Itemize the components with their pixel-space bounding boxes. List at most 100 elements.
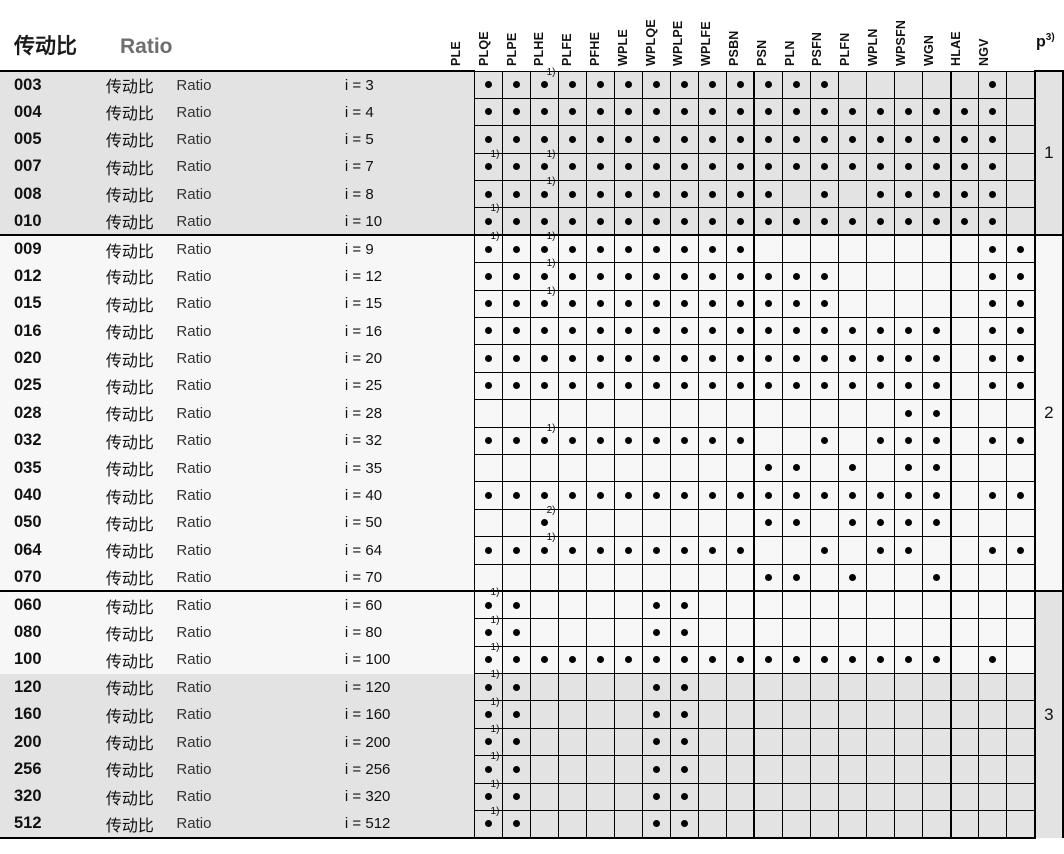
- availability-dot: [512, 108, 520, 116]
- cell-100-psfn: [837, 646, 867, 675]
- footnote-marker: 1): [490, 587, 500, 599]
- row-label-en: Ratio: [168, 344, 345, 373]
- cell-009-wplqe: [669, 234, 699, 264]
- row-label-en: Ratio: [168, 509, 345, 537]
- cell-015-ple: [473, 290, 503, 319]
- availability-dot: [932, 437, 940, 445]
- cell-512-wplfe: [725, 810, 755, 839]
- availability-dot: [989, 80, 997, 88]
- cell-256-plqe: [501, 755, 531, 784]
- row-label-cn: 传动比: [105, 564, 169, 593]
- availability-dot: [820, 163, 828, 171]
- availability-dot: [989, 300, 997, 308]
- availability-dot: [905, 519, 912, 527]
- cell-025-hlae: [978, 372, 1007, 401]
- availability-dot: [652, 491, 660, 499]
- cell-003-psbn: [753, 70, 783, 99]
- cell-070-wplqe: [669, 564, 699, 593]
- availability-dot: [484, 300, 492, 308]
- cell-080-pfhe: [613, 618, 643, 647]
- row-code: 010: [0, 207, 106, 237]
- cell-160-wplpe: [697, 700, 727, 729]
- table-row: 512 传动比 Ratio i = 512 1): [0, 806, 1063, 839]
- cell-070-wgn: [949, 564, 979, 593]
- availability-dot: [792, 300, 800, 308]
- cell-003-wplfe: [725, 70, 755, 99]
- cell-200-plpe: [529, 728, 559, 757]
- cell-050-pln: [809, 509, 839, 538]
- cell-009-plqe: [501, 234, 531, 264]
- cell-004-wplpe: [697, 98, 727, 127]
- cell-035-psfn: [837, 454, 867, 483]
- cell-064-psfn: [837, 536, 867, 565]
- availability-dot: [596, 546, 604, 554]
- cell-005-wplqe: [669, 125, 699, 154]
- cell-016-plfn: [865, 317, 895, 346]
- cell-512-wgn: [949, 810, 979, 839]
- cell-080-psbn: [753, 618, 783, 647]
- cell-050-psn: [781, 509, 811, 538]
- availability-dot: [540, 245, 548, 253]
- availability-dot: [596, 245, 604, 253]
- cell-003-pfhe: [613, 70, 643, 99]
- cell-070-wpsfn: [922, 564, 951, 593]
- cell-040-pln: [809, 481, 839, 510]
- cell-160-psfn: [837, 700, 867, 729]
- availability-dot: [820, 656, 828, 664]
- row-label-cn: 传动比: [105, 590, 169, 619]
- cell-028-wplpe: [697, 399, 727, 428]
- cell-035-ngv: [1006, 454, 1036, 483]
- cell-007-wplqe: [669, 153, 699, 182]
- table-row: 008 传动比 Ratio i = 8 1): [0, 176, 1063, 209]
- row-label-cn: 传动比: [105, 372, 169, 400]
- availability-dot: [624, 190, 632, 198]
- cell-080-wplfe: [725, 618, 755, 647]
- cell-005-hlae: [978, 125, 1007, 154]
- cell-040-psfn: [837, 481, 867, 510]
- cell-035-wgn: [949, 454, 979, 483]
- cell-028-plqe: [501, 399, 531, 428]
- availability-dot: [848, 382, 856, 390]
- cell-160-wplqe: [669, 700, 699, 729]
- cell-009-psfn: [837, 234, 867, 264]
- row-code: 012: [0, 262, 106, 291]
- availability-dot: [765, 519, 773, 527]
- cell-028-psfn: [837, 399, 867, 428]
- cell-007-wple: [641, 153, 671, 182]
- availability-dot: [512, 382, 520, 390]
- cell-100-plfn: [865, 646, 895, 675]
- cell-100-wple: [641, 646, 671, 675]
- row-ratio-value: i = 200: [344, 728, 475, 756]
- cell-003-wpln: [893, 70, 923, 99]
- row-label-en: Ratio: [168, 180, 345, 208]
- cell-009-pln: [809, 234, 839, 264]
- row-label-en: Ratio: [168, 481, 345, 510]
- cell-100-ple: 1): [473, 642, 503, 675]
- cell-004-plhe: [557, 98, 587, 127]
- cell-160-pln: [809, 700, 839, 729]
- cell-003-plqe: [501, 70, 531, 99]
- availability-dot: [484, 272, 492, 280]
- availability-dot: [792, 80, 800, 88]
- table-row: 005 传动比 Ratio i = 5: [0, 125, 1063, 154]
- table-row: 015 传动比 Ratio i = 15 1): [0, 286, 1063, 319]
- table-row: 080 传动比 Ratio i = 80 1): [0, 615, 1063, 647]
- availability-dot: [820, 437, 828, 445]
- cell-064-wplfe: [725, 536, 755, 565]
- availability-dot: [540, 300, 548, 308]
- cell-010-plpe: [529, 207, 559, 237]
- cell-025-wgn: [949, 372, 979, 401]
- cell-008-pfhe: [613, 180, 643, 209]
- cell-070-wple: [641, 564, 671, 593]
- availability-dot: [512, 491, 520, 499]
- availability-dot: [989, 163, 997, 171]
- cell-025-psfn: [837, 372, 867, 401]
- availability-dot: [765, 163, 773, 171]
- availability-dot: [708, 135, 716, 143]
- cell-070-plfe: [585, 564, 615, 593]
- cell-512-plfn: [865, 810, 895, 839]
- cell-007-pfhe: [613, 153, 643, 182]
- availability-dot: [596, 163, 604, 171]
- cell-010-wgn: [949, 207, 979, 237]
- availability-dot: [848, 217, 856, 225]
